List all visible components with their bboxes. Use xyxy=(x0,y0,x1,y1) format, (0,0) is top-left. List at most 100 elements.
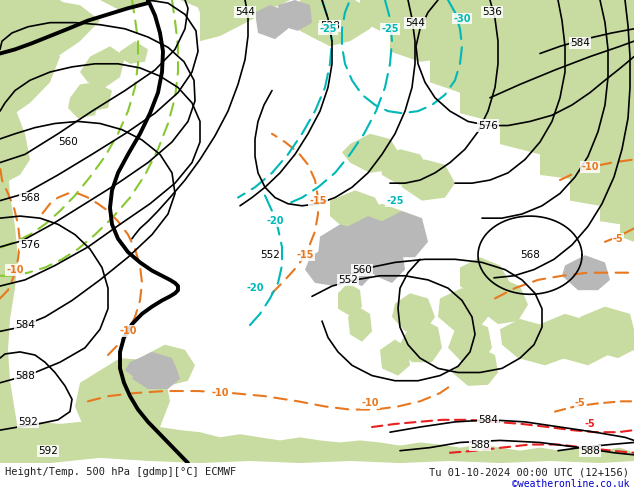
Text: -25: -25 xyxy=(320,24,337,34)
Polygon shape xyxy=(400,160,455,201)
Polygon shape xyxy=(368,242,405,283)
Polygon shape xyxy=(355,204,410,247)
Text: -20: -20 xyxy=(266,216,284,226)
Polygon shape xyxy=(540,0,634,180)
Polygon shape xyxy=(338,283,362,317)
Polygon shape xyxy=(460,0,634,123)
Polygon shape xyxy=(0,206,12,288)
Text: -15: -15 xyxy=(296,250,314,260)
Polygon shape xyxy=(460,257,510,300)
Text: 544: 544 xyxy=(405,18,425,27)
Text: -10: -10 xyxy=(581,162,598,172)
Polygon shape xyxy=(562,255,610,290)
Polygon shape xyxy=(132,360,180,389)
Polygon shape xyxy=(430,0,500,57)
Text: 544: 544 xyxy=(235,7,255,17)
Polygon shape xyxy=(448,319,492,362)
Text: 568: 568 xyxy=(520,250,540,260)
Polygon shape xyxy=(600,0,634,226)
Text: Height/Temp. 500 hPa [gdmp][°C] ECMWF: Height/Temp. 500 hPa [gdmp][°C] ECMWF xyxy=(5,467,236,477)
Polygon shape xyxy=(118,41,148,64)
Polygon shape xyxy=(0,0,310,10)
Text: 584: 584 xyxy=(15,320,35,330)
Polygon shape xyxy=(570,0,634,206)
Polygon shape xyxy=(305,247,345,286)
Text: -5: -5 xyxy=(574,398,585,408)
Polygon shape xyxy=(0,0,20,463)
Polygon shape xyxy=(0,123,10,206)
Text: 528: 528 xyxy=(320,21,340,31)
Text: 588: 588 xyxy=(580,446,600,456)
Text: -10: -10 xyxy=(119,326,137,336)
Polygon shape xyxy=(578,307,634,358)
Polygon shape xyxy=(0,0,60,82)
Polygon shape xyxy=(390,0,634,62)
Polygon shape xyxy=(300,0,634,31)
Polygon shape xyxy=(0,0,30,123)
Text: 576: 576 xyxy=(478,121,498,130)
Text: 592: 592 xyxy=(18,417,38,427)
Polygon shape xyxy=(620,0,634,242)
Polygon shape xyxy=(310,0,380,47)
Polygon shape xyxy=(200,0,260,41)
Text: 560: 560 xyxy=(58,137,78,147)
Polygon shape xyxy=(75,358,170,442)
Text: -10: -10 xyxy=(361,398,378,408)
Text: 576: 576 xyxy=(20,240,40,250)
Polygon shape xyxy=(255,5,288,39)
Polygon shape xyxy=(500,0,634,154)
Polygon shape xyxy=(200,0,290,15)
Text: ©weatheronline.co.uk: ©weatheronline.co.uk xyxy=(512,479,629,489)
Text: -5: -5 xyxy=(612,234,623,244)
Polygon shape xyxy=(0,0,30,185)
Text: -20: -20 xyxy=(246,283,264,293)
Polygon shape xyxy=(145,345,195,386)
Text: -10: -10 xyxy=(211,388,229,398)
Polygon shape xyxy=(68,82,100,119)
Text: 588: 588 xyxy=(470,440,490,449)
Polygon shape xyxy=(330,190,385,232)
Text: 584: 584 xyxy=(478,415,498,425)
Polygon shape xyxy=(80,47,125,88)
Text: -25: -25 xyxy=(386,196,404,206)
Polygon shape xyxy=(380,340,410,375)
Polygon shape xyxy=(515,0,590,111)
Text: -30: -30 xyxy=(453,14,471,24)
Polygon shape xyxy=(125,352,178,383)
Polygon shape xyxy=(0,0,40,62)
Text: -25: -25 xyxy=(381,24,399,34)
Text: -10: -10 xyxy=(6,265,23,274)
Polygon shape xyxy=(348,307,372,342)
Text: 560: 560 xyxy=(352,265,372,274)
Polygon shape xyxy=(452,348,498,386)
Polygon shape xyxy=(345,216,398,263)
Polygon shape xyxy=(0,422,230,463)
Polygon shape xyxy=(380,149,430,185)
Text: 588: 588 xyxy=(15,370,35,381)
Polygon shape xyxy=(378,211,428,257)
Text: Tu 01-10-2024 00:00 UTC (12+156): Tu 01-10-2024 00:00 UTC (12+156) xyxy=(429,467,629,477)
Polygon shape xyxy=(540,314,610,366)
Text: -15: -15 xyxy=(309,196,327,206)
Text: 568: 568 xyxy=(20,193,40,202)
Polygon shape xyxy=(490,0,560,93)
Text: 536: 536 xyxy=(482,7,502,17)
Polygon shape xyxy=(82,82,112,111)
Polygon shape xyxy=(300,0,370,41)
Polygon shape xyxy=(278,0,312,31)
Polygon shape xyxy=(20,0,100,82)
Polygon shape xyxy=(0,424,634,463)
Polygon shape xyxy=(0,0,60,123)
Text: 552: 552 xyxy=(260,250,280,260)
Polygon shape xyxy=(460,0,530,74)
Polygon shape xyxy=(342,134,400,173)
Text: 592: 592 xyxy=(38,446,58,456)
Text: 552: 552 xyxy=(338,275,358,285)
Polygon shape xyxy=(392,293,435,331)
Polygon shape xyxy=(398,319,442,362)
Polygon shape xyxy=(478,278,528,324)
Polygon shape xyxy=(540,0,615,132)
Polygon shape xyxy=(335,245,375,286)
Polygon shape xyxy=(360,0,634,31)
Polygon shape xyxy=(195,0,250,31)
